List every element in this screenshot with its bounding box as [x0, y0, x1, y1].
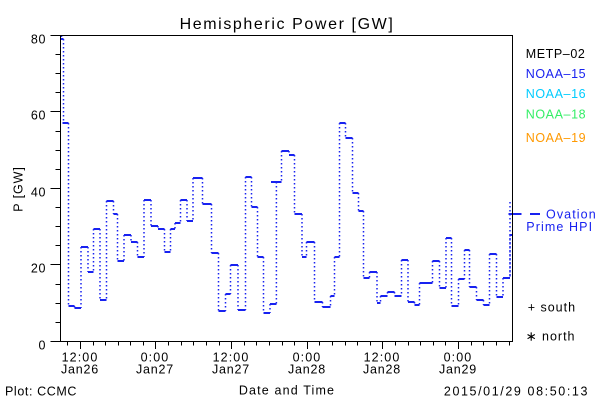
svg-text:north: north	[542, 329, 576, 343]
svg-text:0:00: 0:00	[444, 350, 473, 364]
svg-text:Jan27: Jan27	[136, 362, 174, 376]
svg-text:Hemispheric Power [GW]: Hemispheric Power [GW]	[180, 16, 395, 33]
svg-text:NOAA–18: NOAA–18	[526, 107, 586, 121]
svg-text:Plot: CCMC: Plot: CCMC	[5, 384, 77, 398]
svg-text:Jan26: Jan26	[61, 362, 99, 376]
svg-text:Jan29: Jan29	[439, 362, 477, 376]
svg-text:P [GW]: P [GW]	[12, 166, 26, 211]
svg-text:60: 60	[31, 109, 46, 123]
svg-text:Jan28: Jan28	[363, 362, 401, 376]
svg-text:2015/01/29 08:50:13: 2015/01/29 08:50:13	[444, 385, 589, 399]
svg-text:12:00: 12:00	[62, 350, 99, 364]
svg-text:Jan28: Jan28	[288, 362, 326, 376]
svg-text:0:00: 0:00	[141, 350, 170, 364]
svg-text:Date and Time: Date and Time	[239, 383, 335, 397]
svg-text:NOAA–16: NOAA–16	[526, 87, 586, 101]
svg-text:NOAA–19: NOAA–19	[526, 131, 586, 145]
svg-text:40: 40	[31, 186, 46, 200]
svg-text:+ south: + south	[528, 300, 576, 314]
svg-text:12:00: 12:00	[213, 350, 250, 364]
svg-text:NOAA–15: NOAA–15	[526, 67, 586, 81]
svg-text:80: 80	[31, 33, 46, 47]
svg-text:12:00: 12:00	[364, 350, 401, 364]
svg-text:METP–02: METP–02	[526, 47, 586, 61]
svg-text:0:00: 0:00	[293, 350, 322, 364]
svg-text:20: 20	[31, 262, 46, 276]
svg-text:Prime HPI: Prime HPI	[526, 220, 593, 234]
svg-text:Ovation: Ovation	[546, 208, 597, 222]
svg-text:Jan27: Jan27	[212, 362, 250, 376]
svg-text:0: 0	[38, 339, 46, 353]
